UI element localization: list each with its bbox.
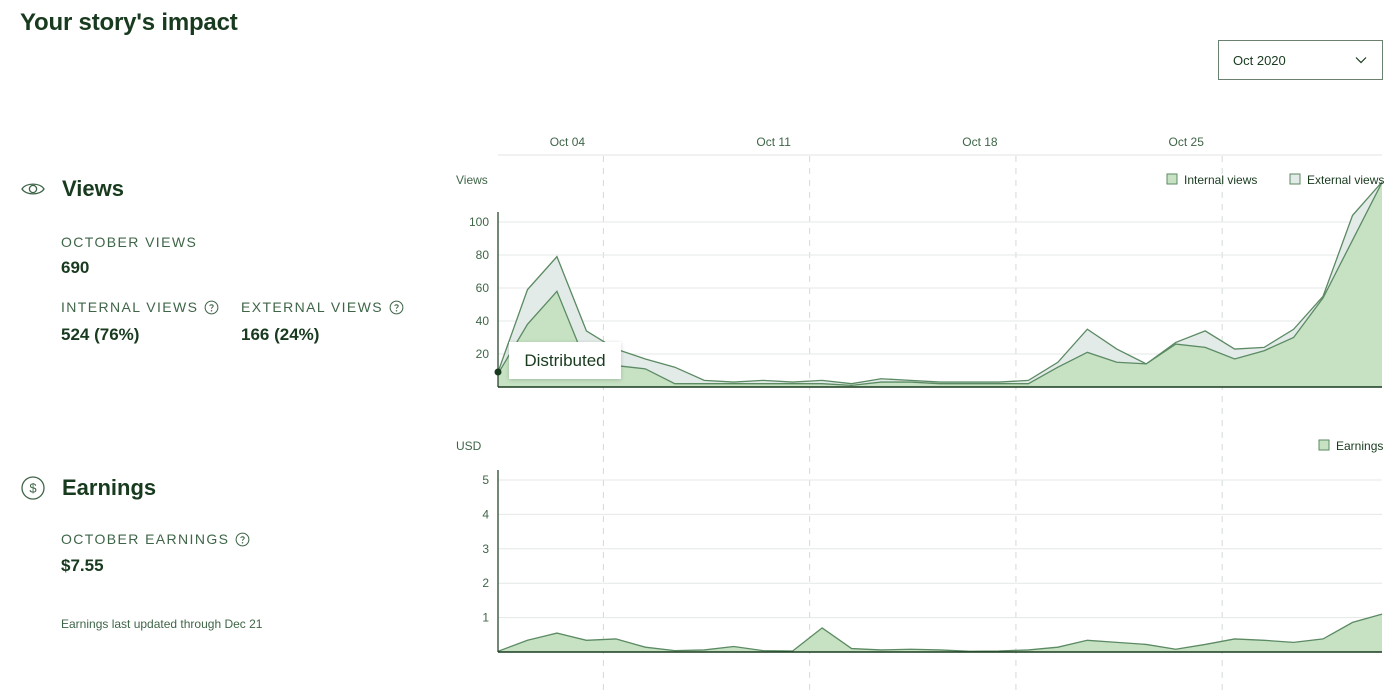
earnings-y-tick-label: 5 bbox=[482, 473, 489, 487]
help-icon[interactable] bbox=[235, 532, 250, 547]
month-select-value: Oct 2020 bbox=[1233, 52, 1286, 68]
earnings-section-header: $ Earnings bbox=[20, 475, 156, 501]
legend-swatch bbox=[1166, 173, 1178, 185]
views-y-tick-label: 60 bbox=[476, 281, 490, 295]
views-series-line bbox=[497, 181, 1383, 385]
views-y-tick-label: 20 bbox=[476, 347, 490, 361]
x-tick-label: Oct 04 bbox=[550, 135, 586, 149]
legend-label: Earnings bbox=[1336, 439, 1383, 453]
views-y-tick-label: 100 bbox=[469, 215, 489, 229]
legend-label: External views bbox=[1307, 173, 1384, 187]
october-earnings-label: OCTOBER EARNINGS bbox=[61, 531, 250, 547]
help-icon[interactable] bbox=[204, 300, 219, 315]
internal-views-label: INTERNAL VIEWS bbox=[61, 299, 219, 315]
external-views-label: EXTERNAL VIEWS bbox=[241, 299, 404, 315]
internal-views-label-text: INTERNAL VIEWS bbox=[61, 299, 199, 315]
earnings-y-axis-label: USD bbox=[456, 439, 482, 453]
svg-text:$: $ bbox=[29, 481, 37, 496]
distributed-marker bbox=[494, 368, 502, 376]
earnings-series-line bbox=[497, 613, 1383, 652]
earnings-y-tick-label: 4 bbox=[482, 507, 489, 521]
views-section-header: Views bbox=[20, 176, 124, 202]
legend-swatch bbox=[1289, 173, 1301, 185]
eye-icon bbox=[21, 183, 45, 195]
october-views-label: OCTOBER VIEWS bbox=[61, 234, 197, 250]
external-views-value: 166 (24%) bbox=[241, 325, 320, 344]
legend-label: Internal views bbox=[1184, 173, 1257, 187]
legend-swatch bbox=[1318, 439, 1330, 451]
october-views-value: 690 bbox=[61, 258, 90, 277]
earnings-updated-note: Earnings last updated through Dec 21 bbox=[61, 617, 263, 631]
earnings-y-tick-label: 1 bbox=[482, 611, 489, 625]
october-earnings-label-text: OCTOBER EARNINGS bbox=[61, 531, 230, 547]
x-tick-label: Oct 11 bbox=[756, 135, 791, 149]
chevron-down-icon bbox=[1355, 57, 1367, 64]
october-earnings-value: $7.55 bbox=[61, 556, 104, 575]
external-views-label-text: EXTERNAL VIEWS bbox=[241, 299, 383, 315]
views-y-tick-label: 80 bbox=[476, 248, 490, 262]
october-views-label-text: OCTOBER VIEWS bbox=[61, 234, 198, 250]
x-tick-label: Oct 25 bbox=[1169, 135, 1205, 149]
views-y-axis-label: Views bbox=[456, 173, 488, 187]
help-icon[interactable] bbox=[389, 300, 404, 315]
internal-views-value: 524 (76%) bbox=[61, 325, 140, 344]
dollar-coin-icon: $ bbox=[21, 476, 45, 500]
earnings-series-area bbox=[498, 614, 1382, 652]
page-title: Your story's impact bbox=[20, 9, 238, 36]
views-heading: Views bbox=[62, 176, 124, 201]
x-tick-label: Oct 18 bbox=[962, 135, 998, 149]
views-y-tick-label: 40 bbox=[476, 314, 490, 328]
distributed-annotation: Distributed bbox=[509, 342, 621, 379]
views-series-line bbox=[497, 182, 1383, 387]
earnings-heading: Earnings bbox=[62, 475, 157, 500]
earnings-y-tick-label: 2 bbox=[482, 576, 489, 590]
earnings-y-tick-label: 3 bbox=[482, 542, 489, 556]
month-select[interactable]: Oct 2020 bbox=[1218, 40, 1383, 80]
